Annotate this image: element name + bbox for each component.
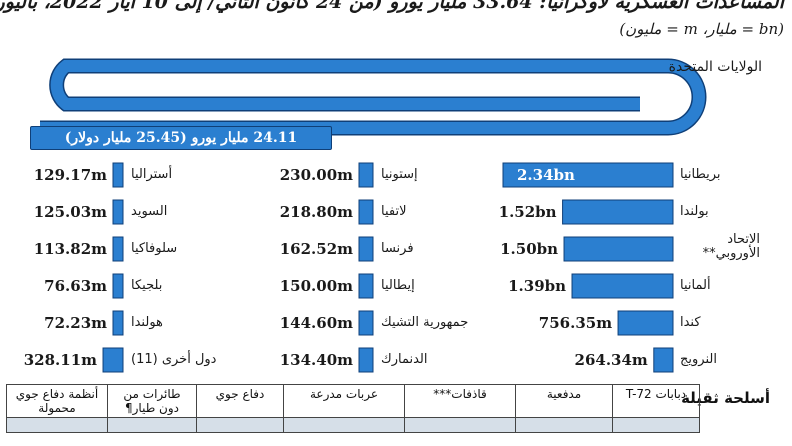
country-label: الاتحاد الأوروبي** bbox=[702, 232, 760, 261]
country-label: أستراليا bbox=[131, 167, 173, 182]
bar-2-3 bbox=[112, 273, 124, 299]
heavy-weapons-value bbox=[6, 417, 108, 433]
heavy-weapons-header: مدفعية bbox=[515, 384, 613, 418]
bar-0-0 bbox=[502, 162, 674, 188]
bar-0-1 bbox=[562, 199, 674, 225]
country-label: سلوفاكيا bbox=[131, 241, 178, 256]
heavy-weapons-table: دبابات T-72 مدفعية قاذفات*** عربات مدرعة دفا… bbox=[6, 384, 700, 433]
heavy-weapons-header: أنظمة دفاع جوي محمولة bbox=[6, 384, 108, 418]
country-label: إستونيا bbox=[381, 167, 418, 182]
heavy-weapons-header-row: دبابات T-72 مدفعية قاذفات*** عربات مدرعة دفا… bbox=[6, 384, 700, 418]
bar-1-2 bbox=[358, 236, 374, 262]
value-label: 1.39bn bbox=[508, 277, 567, 295]
heavy-weapons-header: عربات مدرعة bbox=[283, 384, 405, 418]
chart-subtitle: (bn = مليار، m = مليون) bbox=[619, 20, 784, 38]
country-label: هولندا bbox=[131, 315, 163, 330]
heavy-weapons-value bbox=[107, 417, 197, 433]
bar-0-3 bbox=[571, 273, 674, 299]
country-label: بريطانيا bbox=[680, 167, 721, 182]
heavy-weapons-value bbox=[283, 417, 405, 433]
value-label: 162.52m bbox=[279, 240, 353, 258]
country-label: السويد bbox=[131, 204, 168, 219]
country-label: دول أخرى (11) bbox=[131, 352, 217, 367]
value-label: 264.34m bbox=[574, 351, 648, 369]
heavy-weapons-values-row bbox=[6, 417, 700, 433]
bar-2-4 bbox=[112, 310, 124, 336]
heavy-weapons-value bbox=[404, 417, 516, 433]
bar-0-4 bbox=[617, 310, 674, 336]
bar-2-0 bbox=[112, 162, 124, 188]
bar-0-5 bbox=[653, 347, 674, 373]
bar-1-1 bbox=[358, 199, 374, 225]
country-label: النرويج bbox=[680, 352, 717, 367]
value-label: 218.80m bbox=[279, 203, 353, 221]
bar-1-3 bbox=[358, 273, 374, 299]
value-label: 2.34bn bbox=[517, 166, 575, 184]
chart-svg bbox=[40, 58, 707, 373]
bar-1-5 bbox=[358, 347, 374, 373]
value-label: 1.50bn bbox=[500, 240, 559, 258]
value-label: 134.40m bbox=[279, 351, 353, 369]
value-label: 756.35m bbox=[538, 314, 613, 332]
heavy-weapons-value bbox=[515, 417, 613, 433]
value-label: 125.03m bbox=[33, 203, 107, 221]
heavy-weapons-value bbox=[196, 417, 284, 433]
country-label: فرنسا bbox=[381, 241, 414, 256]
country-label: إيطاليا bbox=[381, 278, 415, 293]
heavy-weapons-header: دفاع جوي bbox=[196, 384, 284, 418]
value-label: 113.82m bbox=[33, 240, 107, 258]
country-label: بلجيكا bbox=[131, 278, 163, 293]
bar-2-5 bbox=[102, 347, 124, 373]
value-label: 76.63m bbox=[44, 277, 107, 295]
value-label: 72.23m bbox=[44, 314, 107, 332]
country-label: بولندا bbox=[680, 204, 709, 219]
country-label: لاتفيا bbox=[381, 204, 407, 219]
us-country-label: الولايات المتحدة bbox=[668, 59, 762, 75]
bar-2-2 bbox=[112, 236, 124, 262]
heavy-weapons-header: دبابات T-72 bbox=[612, 384, 700, 418]
country-label: جمهورية التشيك bbox=[381, 315, 469, 330]
country-label: ألمانيا bbox=[680, 278, 711, 293]
bar-1-4 bbox=[358, 310, 374, 336]
value-label: 144.60m bbox=[279, 314, 353, 332]
value-label: 328.11m bbox=[23, 351, 98, 369]
country-label: الدنمارك bbox=[381, 352, 428, 367]
value-label: 230.00m bbox=[279, 166, 353, 184]
country-label: كندا bbox=[680, 315, 701, 330]
heavy-weapons-header: طائرات من دون طيار¶ bbox=[107, 384, 197, 418]
chart-title: المساعدات العسكرية لأوكرانيا: 33.64 مليا… bbox=[0, 0, 784, 13]
bar-2-1 bbox=[112, 199, 124, 225]
bar-1-0 bbox=[358, 162, 374, 188]
bar-0-2 bbox=[563, 236, 674, 262]
us-value-label: 24.11 مليار يورو (25.45 مليار دولار) bbox=[30, 126, 332, 150]
value-label: 1.52bn bbox=[498, 203, 557, 221]
heavy-weapons-header: قاذفات*** bbox=[404, 384, 516, 418]
value-label: 150.00m bbox=[279, 277, 353, 295]
value-label: 129.17m bbox=[33, 166, 107, 184]
heavy-weapons-label: أسلحة ثقيلة bbox=[681, 389, 770, 407]
heavy-weapons-value bbox=[612, 417, 700, 433]
us-serpentine-bar bbox=[40, 58, 707, 136]
